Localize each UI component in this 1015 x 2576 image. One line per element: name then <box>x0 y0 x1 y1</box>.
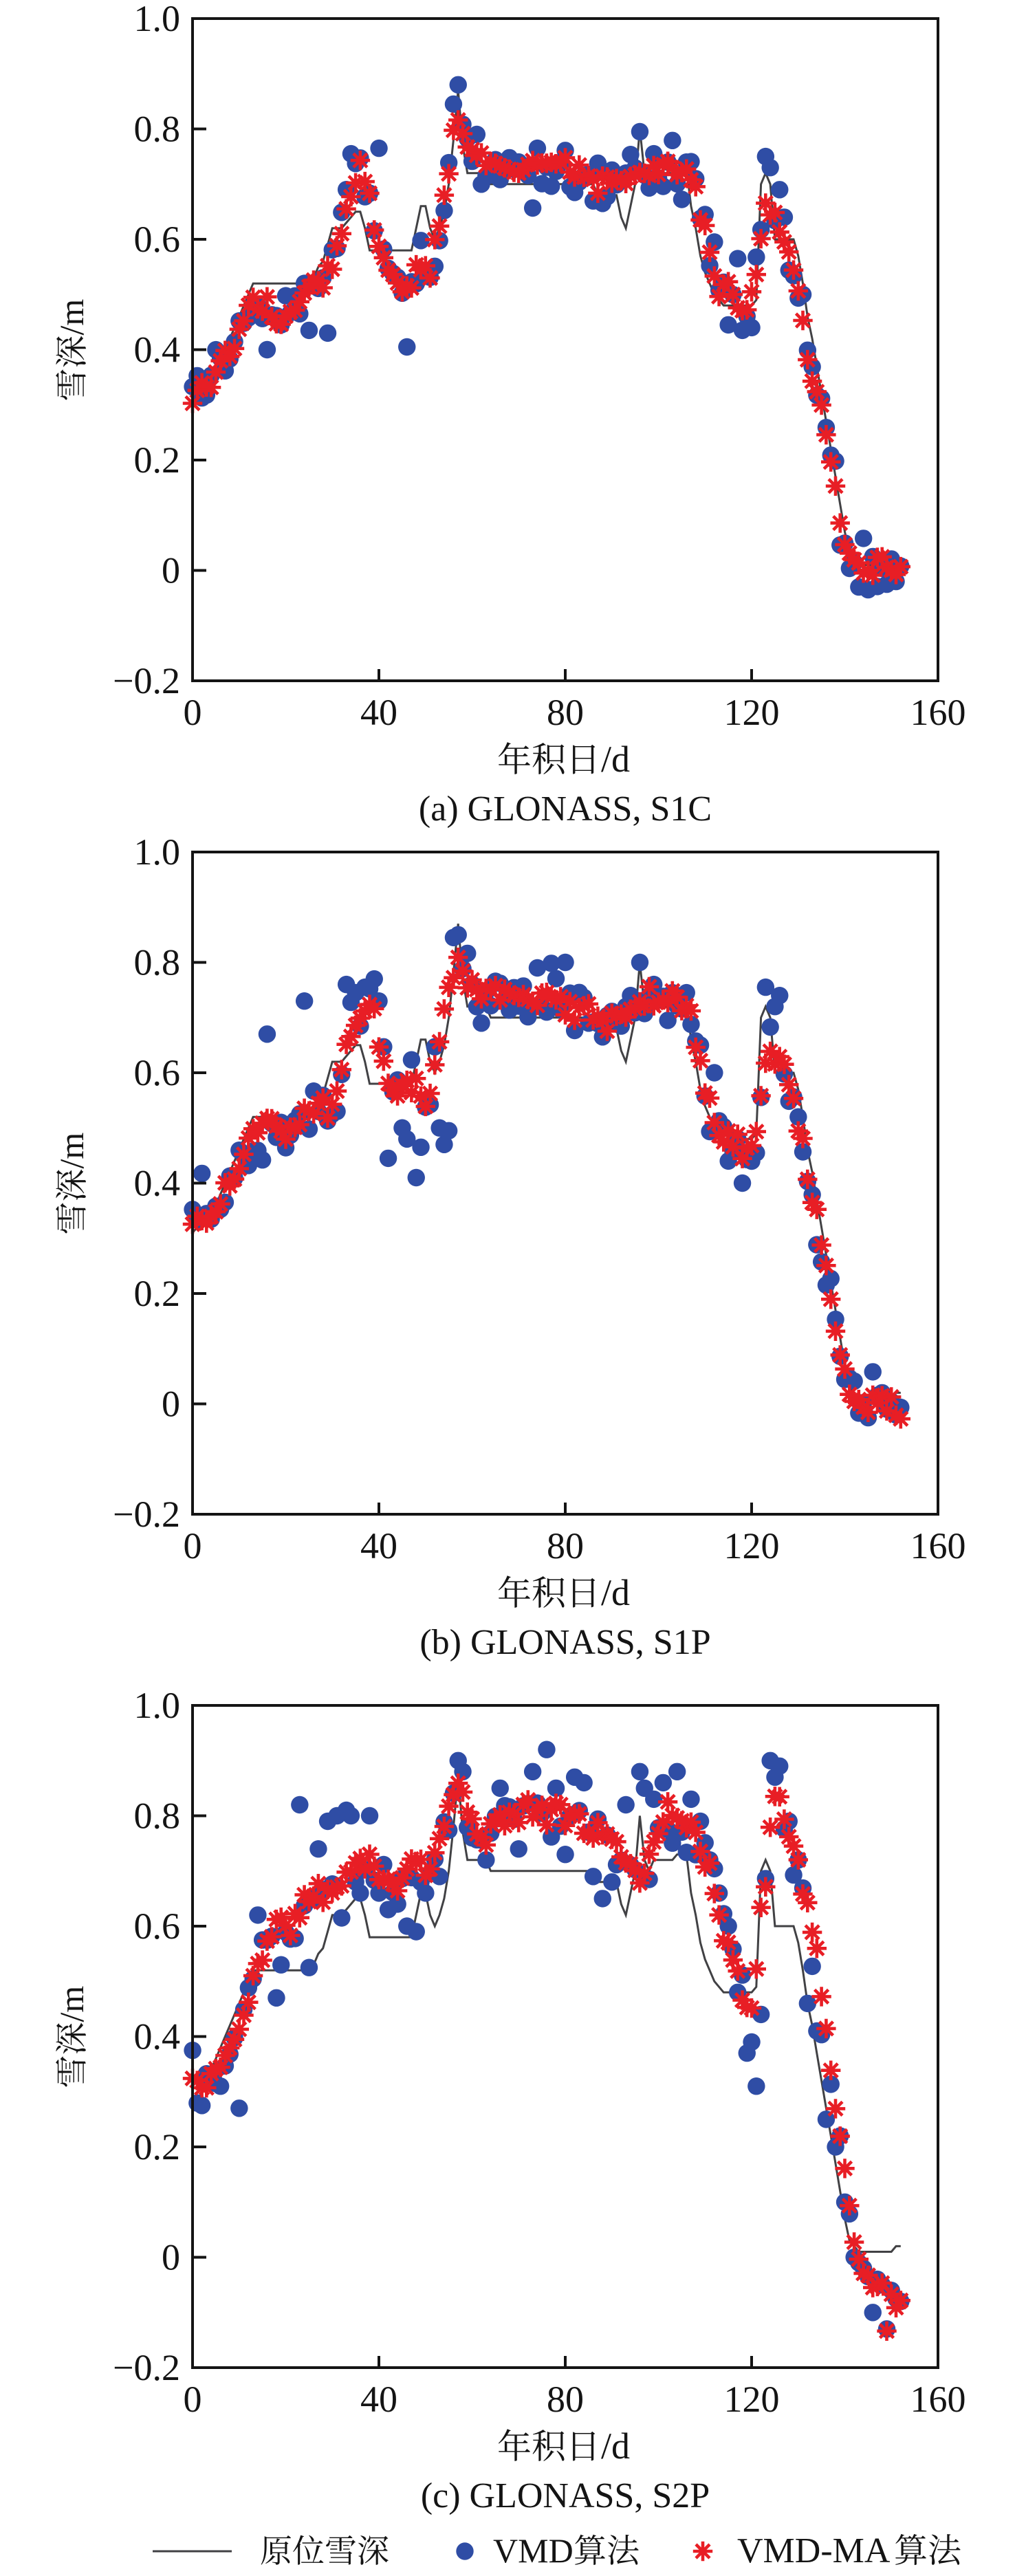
svg-text:0.2: 0.2 <box>134 1273 181 1314</box>
svg-text:−0.2: −0.2 <box>113 660 180 701</box>
svg-text:/d: /d <box>601 739 630 780</box>
svg-text:/d: /d <box>601 2425 630 2467</box>
svg-text:0: 0 <box>162 1384 180 1425</box>
svg-text:80: 80 <box>547 692 584 733</box>
svg-text:/m: /m <box>52 299 91 336</box>
svg-text:0.2: 0.2 <box>134 439 181 481</box>
svg-text:/d: /d <box>601 1572 630 1613</box>
svg-text:120: 120 <box>724 692 780 733</box>
svg-text:0.8: 0.8 <box>134 942 181 983</box>
svg-text:1.0: 1.0 <box>134 0 181 39</box>
svg-text:0.4: 0.4 <box>134 1163 181 1204</box>
svg-text:−0.2: −0.2 <box>113 1494 180 1535</box>
svg-text:0.4: 0.4 <box>134 2016 181 2057</box>
svg-text:160: 160 <box>910 2379 966 2420</box>
svg-text:40: 40 <box>360 2379 397 2420</box>
svg-text:−0.2: −0.2 <box>113 2347 180 2388</box>
svg-text:1.0: 1.0 <box>134 831 181 873</box>
svg-text:0: 0 <box>162 2237 180 2278</box>
svg-text:0.8: 0.8 <box>134 1795 181 1837</box>
svg-text:160: 160 <box>910 1525 966 1567</box>
svg-text:160: 160 <box>910 692 966 733</box>
svg-text:/m: /m <box>52 1986 91 2022</box>
svg-text:120: 120 <box>724 1525 780 1567</box>
svg-text:0: 0 <box>184 2379 202 2420</box>
svg-text:1.0: 1.0 <box>134 1685 181 1726</box>
svg-text:0.6: 0.6 <box>134 1906 181 1947</box>
svg-text:VMD-MA: VMD-MA <box>737 2531 891 2570</box>
svg-text:0: 0 <box>162 550 180 591</box>
svg-text:0.4: 0.4 <box>134 329 181 371</box>
svg-text:0.2: 0.2 <box>134 2126 181 2168</box>
svg-text:0.6: 0.6 <box>134 1052 181 1093</box>
svg-text:0: 0 <box>184 1525 202 1567</box>
svg-text:0.6: 0.6 <box>134 219 181 260</box>
svg-text:(a) GLONASS, S1C: (a) GLONASS, S1C <box>419 789 712 829</box>
svg-text:0: 0 <box>184 692 202 733</box>
svg-text:40: 40 <box>360 1525 397 1567</box>
svg-text:80: 80 <box>547 1525 584 1567</box>
svg-text:(b) GLONASS, S1P: (b) GLONASS, S1P <box>419 1623 710 1662</box>
svg-text:0.8: 0.8 <box>134 109 181 150</box>
svg-text:80: 80 <box>547 2379 584 2420</box>
svg-text:/m: /m <box>52 1133 91 1169</box>
svg-text:120: 120 <box>724 2379 780 2420</box>
svg-text:40: 40 <box>360 692 397 733</box>
svg-text:VMD: VMD <box>493 2531 574 2570</box>
svg-text:(c) GLONASS, S2P: (c) GLONASS, S2P <box>421 2476 710 2515</box>
